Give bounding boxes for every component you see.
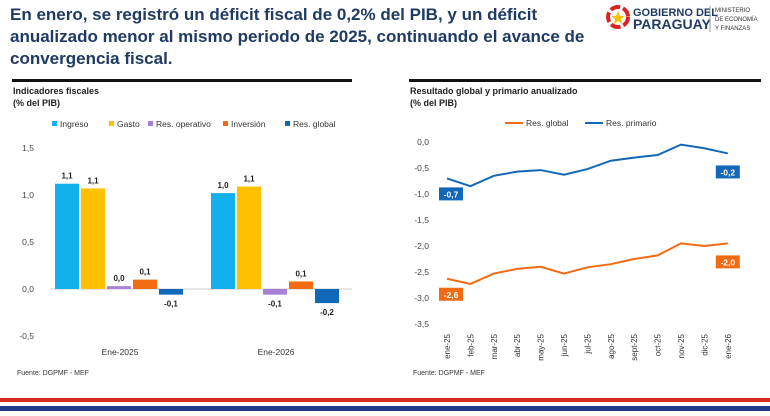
data-label: -2,0	[720, 257, 735, 267]
y-tick-label: 0,5	[22, 237, 34, 247]
legend-label: Ingreso	[60, 119, 89, 129]
headline: En enero, se registró un déficit fiscal …	[10, 5, 585, 68]
data-label: -0,2	[320, 308, 334, 317]
bar-gasto	[81, 188, 105, 289]
data-label-box	[715, 255, 740, 269]
series-line-global	[446, 242, 728, 286]
bar-inversi-n	[289, 281, 313, 289]
legend-label: Res. global	[293, 119, 336, 129]
series-line-primario	[446, 143, 729, 188]
data-label: -0,1	[164, 300, 178, 309]
data-label: 1,0	[217, 181, 229, 190]
y-tick-label: -2,0	[414, 241, 429, 251]
legend-label: Res. global	[526, 118, 569, 128]
data-label: 0,0	[113, 274, 125, 283]
x-tick-label: ago-25	[607, 333, 616, 358]
y-tick-label: 0,0	[417, 137, 429, 147]
y-tick-label: -0,5	[19, 331, 34, 341]
y-tick-label: -3,0	[414, 293, 429, 303]
x-tick-label: mar-25	[490, 333, 499, 359]
legend-label: Gasto	[117, 119, 140, 129]
legend-label: Res. operativo	[156, 119, 211, 129]
x-tick-label: jul-25	[583, 333, 592, 354]
data-label: -0,1	[268, 300, 282, 309]
x-tick-label: jun-25	[560, 333, 569, 357]
data-label: -0,7	[444, 189, 459, 199]
line-chart-title: Resultado global y primario anualizado (%…	[410, 86, 578, 108]
flag-stripes	[0, 398, 770, 411]
bar-res-global	[315, 289, 339, 304]
data-label-box	[439, 187, 463, 201]
y-tick-label: -2,5	[414, 267, 429, 277]
data-label: 1,1	[61, 172, 73, 181]
svg-text:MINISTERIO: MINISTERIO	[715, 8, 750, 14]
data-label-box	[715, 165, 740, 179]
y-tick-label: -1,0	[414, 189, 429, 199]
legend-swatch	[285, 121, 290, 126]
legend-swatch	[148, 121, 153, 126]
svg-text:DE ECONOMÍA: DE ECONOMÍA	[715, 16, 758, 23]
x-tick-label: sept-25	[630, 333, 639, 360]
panel-divider	[12, 79, 352, 82]
legend-label: Inversión	[231, 119, 266, 129]
x-tick-label: oct-25	[654, 333, 663, 356]
bar-ingreso	[211, 193, 235, 289]
gobierno-paraguay-logo: GOBIERNO DEL PARAGUAY MINISTERIO DE ECON…	[600, 2, 770, 36]
x-tick-label: may-25	[537, 333, 546, 360]
x-tick-label: feb-25	[466, 333, 475, 356]
bar-ingreso	[55, 183, 79, 289]
data-label: -2,6	[444, 290, 459, 300]
bar-res-operativo	[107, 286, 131, 289]
legend-swatch	[223, 121, 228, 126]
bar-res-global	[159, 289, 183, 295]
data-label: 0,1	[139, 268, 151, 277]
y-tick-label: -0,5	[414, 163, 429, 173]
bar-gasto	[237, 186, 261, 289]
data-label: 1,1	[243, 175, 255, 184]
legend-label: Res. primario	[606, 118, 657, 128]
legend-swatch	[52, 121, 57, 126]
x-tick-label: ene-25	[443, 333, 452, 358]
x-tick-label: abr-25	[513, 333, 522, 357]
data-label: 1,1	[87, 176, 99, 185]
bar-chart: Ingreso Gasto Res. operativo Inversión Res. …	[19, 119, 352, 357]
data-label-box	[439, 287, 463, 301]
y-tick-label: -3,5	[414, 319, 429, 329]
logo-line1: GOBIERNO DEL	[633, 7, 718, 19]
bar-chart-title: Indicadores fiscales (% del PIB)	[13, 86, 100, 108]
data-label: -0,2	[720, 167, 735, 177]
x-tick-label: Ene-2026	[258, 347, 295, 357]
logo-line2: PARAGUAY	[633, 16, 711, 32]
bar-source: Fuente: DGPMF - MEF	[17, 370, 89, 377]
data-label: 0,1	[295, 269, 307, 278]
y-tick-label: 1,5	[22, 143, 34, 153]
panel-divider	[409, 79, 761, 82]
bar-res-operativo	[263, 289, 287, 295]
x-tick-label: ene-26	[724, 333, 733, 358]
y-tick-label: 1,0	[22, 190, 34, 200]
svg-text:Y FINANZAS: Y FINANZAS	[715, 26, 750, 32]
line-chart: Res. global Res. primario 0,0 -0,5 -1,0 -1,5 -…	[414, 118, 740, 361]
line-source: Fuente: DGPMF - MEF	[413, 370, 485, 377]
y-tick-label: 0,0	[22, 284, 34, 294]
bar-inversi-n	[133, 279, 157, 289]
y-tick-label: -1,5	[414, 215, 429, 225]
x-tick-label: dic-25	[700, 333, 709, 355]
legend-swatch	[109, 121, 114, 126]
x-tick-label: Ene-2025	[102, 347, 139, 357]
x-tick-label: nov-25	[677, 333, 686, 358]
